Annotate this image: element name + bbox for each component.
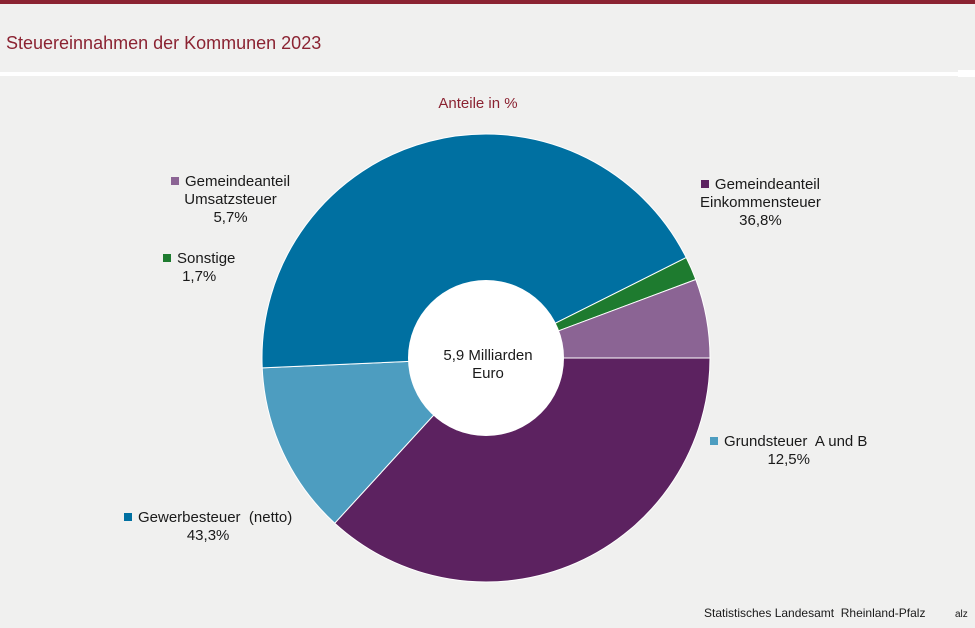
pie-slice-0 xyxy=(334,357,711,583)
label-umsatzsteuer: Gemeindeanteil Umsatzsteuer 5,7% xyxy=(171,173,290,227)
legend-swatch xyxy=(163,254,171,262)
donut-center-label: 5,9 Milliarden Euro xyxy=(408,347,568,383)
title-divider xyxy=(0,72,958,76)
label-einkommensteuer: Gemeindeanteil Einkommensteuer 36,8% xyxy=(700,176,821,230)
legend-swatch xyxy=(700,180,709,188)
legend-swatch xyxy=(124,513,132,521)
center-label-line-2: Euro xyxy=(472,365,504,382)
pie-slice-2 xyxy=(261,133,687,369)
slice-label: Sonstige xyxy=(177,250,236,267)
slice-value-label: 5,7% xyxy=(213,209,248,226)
slice-label: Gemeindeanteil xyxy=(714,176,820,193)
page-title: Steuereinnahmen der Kommunen 2023 xyxy=(6,33,322,53)
slice-label: Gemeindeanteil xyxy=(185,173,291,190)
slice-value-label: 1,7% xyxy=(182,268,217,285)
legend-swatch xyxy=(171,177,179,185)
source-credit: Statistisches Landesamt Rheinland-Pfalz xyxy=(704,606,926,620)
label-gewerbesteuer: Gewerbesteuer (netto) 43,3% xyxy=(124,509,292,545)
label-sonstige: Sonstige 1,7% xyxy=(163,250,235,286)
top-accent-bar xyxy=(0,0,975,4)
slice-label: Grundsteuer A und B xyxy=(724,433,868,450)
slice-label: Gewerbesteuer (netto) xyxy=(138,509,293,526)
title-divider-tail xyxy=(958,70,975,77)
legend-swatch xyxy=(710,437,718,445)
chart-subtitle: Anteile in % xyxy=(438,95,518,112)
slice-value-label: 36,8% xyxy=(739,212,782,229)
center-label-line-1: 5,9 Milliarden xyxy=(443,347,533,364)
label-grundsteuer: Grundsteuer A und B 12,5% xyxy=(710,433,867,469)
slice-value-label: 12,5% xyxy=(767,451,810,468)
slice-label-line-2: Einkommensteuer xyxy=(700,194,821,211)
slice-label-line-2: Umsatzsteuer xyxy=(184,191,277,208)
donut-hole xyxy=(408,280,564,436)
slice-value-label: 43,3% xyxy=(186,527,230,544)
source-credit-edge: alz xyxy=(955,609,968,620)
